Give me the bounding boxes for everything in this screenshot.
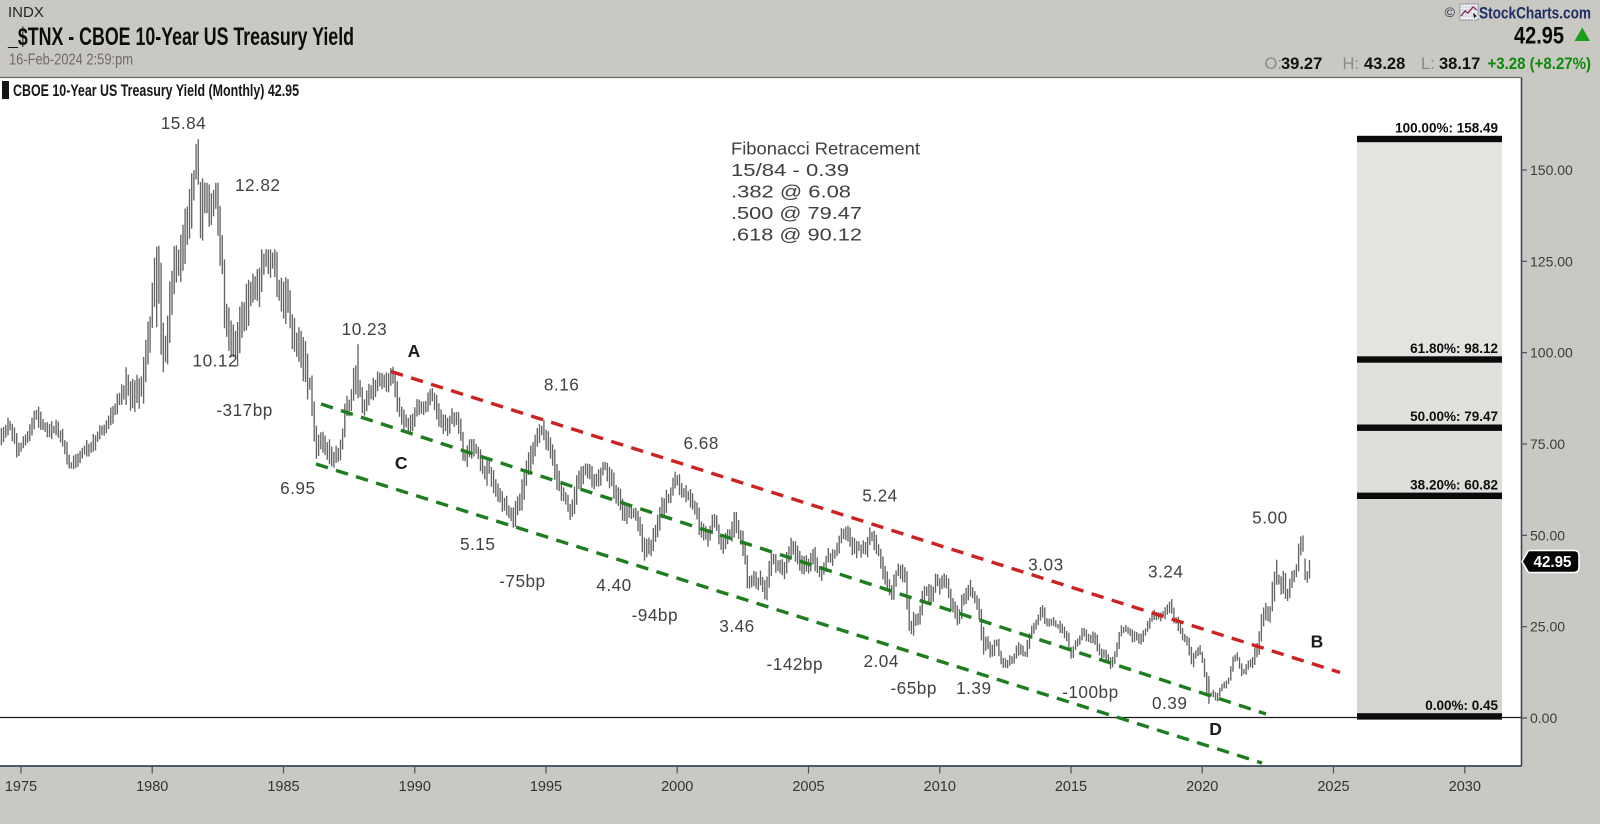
svg-text:O:: O:: [1265, 55, 1282, 73]
svg-text:-100bp: -100bp: [1062, 682, 1119, 702]
svg-text:3.46: 3.46: [719, 616, 754, 636]
svg-text:25.00: 25.00: [1530, 619, 1565, 635]
svg-text:StockCharts.com: StockCharts.com: [1479, 5, 1591, 23]
svg-text:Fibonacci Retracement: Fibonacci Retracement: [731, 139, 920, 159]
svg-text:15/84 - 0.39: 15/84 - 0.39: [731, 160, 849, 180]
svg-text:100.00%: 158.49: 100.00%: 158.49: [1395, 121, 1498, 136]
svg-text:150.00: 150.00: [1530, 162, 1573, 178]
svg-text:+3.28 (+8.27%): +3.28 (+8.27%): [1488, 55, 1592, 73]
svg-text:5.24: 5.24: [862, 486, 897, 506]
svg-text:2010: 2010: [924, 779, 956, 795]
svg-text:1990: 1990: [399, 779, 431, 795]
svg-text:5.00: 5.00: [1252, 508, 1287, 528]
svg-text:2015: 2015: [1055, 779, 1087, 795]
svg-text:H:: H:: [1343, 55, 1360, 73]
svg-text:CBOE 10-Year US Treasury Yield: CBOE 10-Year US Treasury Yield (Monthly)…: [13, 82, 299, 100]
svg-text:0.00%: 0.45: 0.00%: 0.45: [1425, 698, 1498, 713]
svg-text:2025: 2025: [1317, 779, 1349, 795]
svg-text:0.00: 0.00: [1530, 710, 1557, 726]
svg-text:1980: 1980: [136, 779, 168, 795]
svg-text:10.12: 10.12: [193, 351, 239, 371]
svg-text:38.20%: 60.82: 38.20%: 60.82: [1410, 477, 1498, 492]
svg-text:6.95: 6.95: [280, 478, 315, 498]
svg-text:.500 @ 79.47: .500 @ 79.47: [731, 203, 862, 223]
svg-text:L:: L:: [1421, 55, 1435, 73]
svg-text:INDX: INDX: [8, 4, 44, 21]
svg-text:3.03: 3.03: [1028, 555, 1063, 575]
svg-text:©: ©: [1445, 4, 1456, 20]
svg-text:1985: 1985: [267, 779, 299, 795]
svg-text:1.39: 1.39: [956, 678, 991, 698]
svg-text:-75bp: -75bp: [499, 571, 545, 591]
svg-text:6.68: 6.68: [683, 433, 718, 453]
svg-text:D: D: [1209, 719, 1222, 739]
svg-text:.382 @ 6.08: .382 @ 6.08: [731, 182, 851, 202]
svg-text:4.40: 4.40: [596, 575, 631, 595]
svg-text:42.95: 42.95: [1534, 554, 1572, 571]
svg-text:C: C: [395, 453, 408, 473]
svg-text:5.15: 5.15: [460, 534, 495, 554]
svg-text:42.95: 42.95: [1514, 23, 1564, 50]
svg-text:100.00: 100.00: [1530, 345, 1573, 361]
svg-text:12.82: 12.82: [235, 175, 281, 195]
svg-text:2030: 2030: [1449, 779, 1481, 795]
svg-text:1995: 1995: [530, 779, 562, 795]
svg-text:8.16: 8.16: [544, 375, 579, 395]
svg-text:-94bp: -94bp: [632, 605, 678, 625]
svg-text:39.27: 39.27: [1281, 55, 1322, 73]
svg-text:2.04: 2.04: [863, 651, 898, 671]
svg-text:-142bp: -142bp: [767, 654, 824, 674]
svg-text:2020: 2020: [1186, 779, 1218, 795]
svg-text:0.39: 0.39: [1152, 693, 1187, 713]
svg-text:_$TNX - CBOE 10-Year US Treasu: _$TNX - CBOE 10-Year US Treasury Yield: [7, 23, 354, 51]
svg-text:2005: 2005: [792, 779, 824, 795]
svg-text:125.00: 125.00: [1530, 253, 1573, 269]
svg-text:16-Feb-2024 2:59:pm: 16-Feb-2024 2:59:pm: [9, 52, 133, 69]
svg-text:43.28: 43.28: [1364, 55, 1405, 73]
svg-text:15.84: 15.84: [161, 113, 207, 133]
svg-text:1975: 1975: [5, 779, 37, 795]
svg-text:75.00: 75.00: [1530, 436, 1565, 452]
svg-text:-65bp: -65bp: [890, 678, 936, 698]
svg-text:B: B: [1311, 632, 1324, 652]
svg-text:10.23: 10.23: [342, 319, 388, 339]
svg-text:-317bp: -317bp: [216, 400, 273, 420]
svg-text:A: A: [408, 341, 421, 361]
svg-text:50.00%: 79.47: 50.00%: 79.47: [1410, 409, 1498, 424]
svg-text:.618 @ 90.12: .618 @ 90.12: [731, 225, 862, 245]
svg-text:61.80%: 98.12: 61.80%: 98.12: [1410, 341, 1498, 356]
svg-text:50.00: 50.00: [1530, 527, 1565, 543]
svg-text:3.24: 3.24: [1148, 562, 1183, 582]
svg-text:38.17: 38.17: [1439, 55, 1480, 73]
svg-text:2000: 2000: [661, 779, 693, 795]
